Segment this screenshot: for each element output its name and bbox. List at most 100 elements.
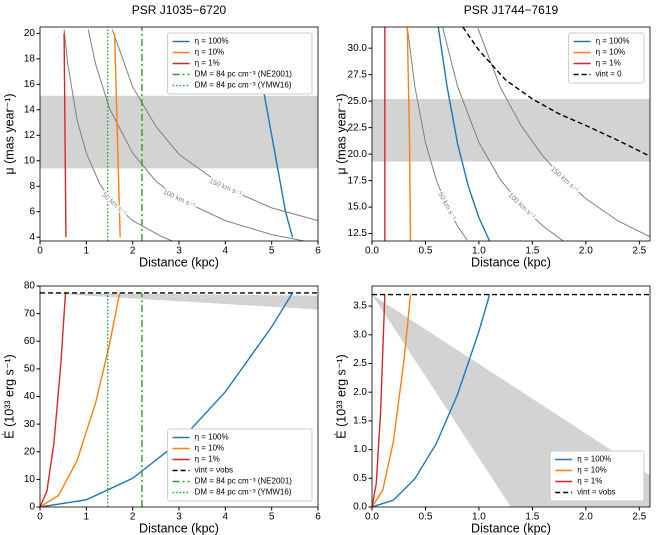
series-line	[372, 294, 386, 507]
y-tick-label: 60	[24, 336, 36, 347]
x-tick-label: 0	[37, 246, 43, 257]
x-tick-label: 2.0	[579, 512, 593, 523]
y-tick-label: 8	[29, 181, 35, 192]
legend-label: η = 100%	[596, 37, 630, 46]
x-tick-label: 1.0	[472, 246, 486, 257]
legend-label: ν̇int = ν̇obs	[577, 488, 615, 497]
x-tick-label: 0.5	[419, 512, 433, 523]
y-tick-label: 2.0	[353, 387, 367, 398]
x-tick-label: 2.0	[579, 246, 593, 257]
shaded-band	[372, 99, 650, 162]
plot-area	[40, 27, 318, 241]
axes-frame	[371, 26, 651, 242]
panel-title: PSR J1035−6720	[132, 3, 227, 17]
legend: η = 100% η = 10% η = 1% ν̇int = ν̇obs	[549, 450, 645, 502]
legend-box	[167, 428, 313, 502]
x-tick-label: 2.5	[632, 512, 646, 523]
legend-box	[167, 32, 313, 95]
x-tick-label: 0.5	[419, 246, 433, 257]
y-tick-label: 22.5	[348, 122, 368, 133]
panel-title: PSR J1744−7619	[464, 3, 559, 17]
legend-box	[568, 32, 645, 84]
y-tick-label: 80	[24, 281, 36, 292]
legend-label: η = 100%	[195, 433, 229, 442]
series-line	[40, 292, 67, 507]
legend-label: η = 10%	[195, 444, 225, 453]
x-tick-label: 0.0	[365, 512, 379, 523]
y-tick-label: 25.0	[348, 96, 368, 107]
x-tick-label: 2	[130, 512, 136, 523]
series-line	[406, 27, 412, 241]
contour-label: 100 km s⁻¹	[162, 189, 197, 210]
y-axis-label: μ (mas year⁻¹)	[334, 93, 348, 174]
legend: η = 100% η = 10% η = 1% DM = 84 pc cm⁻³ (NE…	[167, 32, 313, 95]
x-tick-label: 2	[130, 246, 136, 257]
y-tick-label: 6	[29, 206, 35, 217]
legend-label: η = 1%	[195, 455, 220, 464]
contour-label: 150 km s⁻¹	[549, 166, 580, 195]
y-tick-label: 30.0	[348, 43, 368, 54]
velocity-contour	[442, 27, 564, 241]
y-tick-label: 27.5	[348, 69, 368, 80]
series-line	[462, 27, 650, 157]
x-tick-label: 6	[315, 512, 321, 523]
y-tick-label: 12.5	[348, 228, 368, 239]
y-tick-label: 16	[24, 79, 36, 90]
contour-label: 50 km s⁻¹	[100, 192, 128, 218]
y-tick-label: 70	[24, 308, 36, 319]
y-tick-label: 10	[24, 474, 36, 485]
y-tick-label: 18	[24, 53, 36, 64]
y-tick-label: 12	[24, 130, 36, 141]
x-tick-label: 1.0	[472, 512, 486, 523]
x-tick-label: 3	[176, 246, 182, 257]
x-tick-label: 5	[269, 512, 275, 523]
y-axis-label: Ė (10³³ erg s⁻¹)	[334, 354, 348, 438]
y-axis-label: μ (mas year⁻¹)	[2, 93, 16, 174]
x-tick-label: 0	[37, 512, 43, 523]
y-tick-label: 20	[24, 446, 36, 457]
series-line	[113, 33, 121, 238]
x-tick-label: 0.0	[365, 246, 379, 257]
y-tick-label: 50	[24, 364, 36, 375]
legend-label: η = 100%	[195, 37, 229, 46]
x-axis-label: Distance (kpc)	[139, 521, 219, 535]
x-tick-label: 2.5	[632, 246, 646, 257]
contour-label: 50 km s⁻¹	[436, 191, 457, 222]
legend-label: η = 1%	[577, 477, 602, 486]
y-tick-label: 3.0	[353, 329, 367, 340]
x-tick-label: 6	[315, 246, 321, 257]
y-tick-label: 1.0	[353, 444, 367, 455]
legend-label: η = 10%	[577, 466, 607, 475]
legend-label: η = 10%	[596, 48, 626, 57]
x-tick-label: 4	[223, 512, 229, 523]
series-line	[437, 27, 491, 241]
legend: η = 100% η = 10% η = 1% ν̇int = 0	[568, 32, 645, 84]
y-tick-label: 40	[24, 391, 36, 402]
plot-area	[40, 292, 318, 507]
series-line	[63, 33, 67, 238]
y-axis-label: Ė (10³³ erg s⁻¹)	[2, 354, 16, 438]
legend-label: η = 100%	[577, 455, 611, 464]
y-tick-label: 4	[29, 232, 35, 243]
contour-label: 100 km s⁻¹	[507, 192, 537, 221]
legend-label: η = 1%	[195, 59, 220, 68]
y-tick-label: 15.0	[348, 202, 368, 213]
panel: PSR J1035−6720 Distance (kpc) μ (mas year⁻…	[2, 3, 321, 269]
x-tick-label: 4	[223, 246, 229, 257]
x-tick-label: 1	[84, 512, 90, 523]
panel: Distance (kpc) Ė (10³³ erg s⁻¹) 0.0 0.5 1.0 1…	[334, 285, 651, 535]
velocity-contour	[406, 27, 468, 241]
x-tick-label: 1	[84, 246, 90, 257]
y-tick-label: 2.5	[353, 358, 367, 369]
velocity-contour	[63, 29, 173, 241]
series-line	[372, 294, 491, 507]
x-axis-label: Distance (kpc)	[139, 255, 219, 269]
x-axis-label: Distance (kpc)	[471, 255, 551, 269]
velocity-contour	[111, 29, 318, 222]
x-tick-label: 3	[176, 512, 182, 523]
legend-label: η = 10%	[195, 48, 225, 57]
y-tick-label: 0.0	[353, 502, 367, 513]
axes-frame	[371, 285, 651, 508]
legend-label: ν̇int = ν̇obs	[195, 466, 233, 475]
plot-area	[372, 27, 650, 241]
